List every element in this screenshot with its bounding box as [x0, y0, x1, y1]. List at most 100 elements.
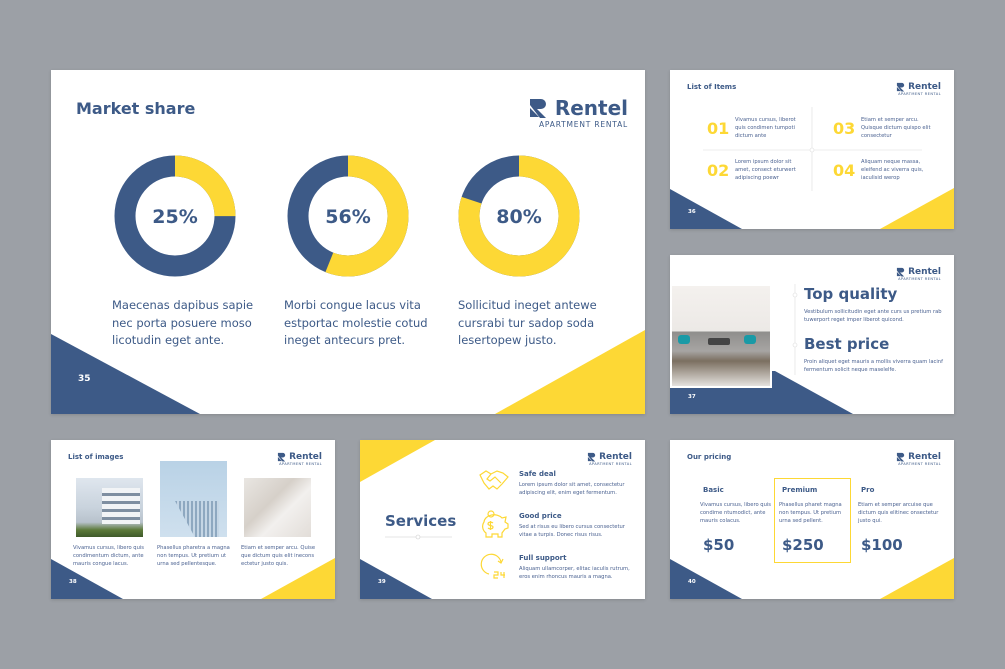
page-number: 36: [688, 209, 696, 215]
brand-logo: Rentel APARTMENT RENTAL: [587, 452, 632, 466]
item-number: 03: [833, 119, 856, 138]
donut-label: 56%: [325, 206, 370, 228]
service-heading: Safe deal: [519, 470, 556, 478]
cushion: [744, 335, 756, 344]
slide-decoration: [51, 558, 335, 599]
support-24-icon: [480, 553, 505, 579]
rentel-r-logo-icon: [529, 99, 546, 118]
building-facade: [175, 501, 219, 537]
caption-line: ineget antecurs pret.: [284, 333, 406, 347]
caption-line: licotudin eget ante.: [112, 333, 225, 347]
item-number: 04: [833, 161, 856, 180]
item-number: 02: [707, 161, 730, 180]
brand-logo: Rentel APARTMENT RENTAL: [896, 82, 941, 96]
caption-line: Maecenas dapibus sapie: [112, 298, 254, 312]
donut-chart: 80%: [458, 155, 580, 277]
brand-name: Rentel: [554, 96, 628, 120]
feature-text: Proin aliquet eget mauris a mollis viver…: [804, 359, 943, 373]
brand-logo: Rentel APARTMENT RENTAL: [277, 452, 322, 466]
item-text: Aliquam neque massa, eleifend ac viverra…: [861, 159, 924, 181]
brand-name: Rentel: [908, 82, 941, 92]
building-facade: [102, 488, 140, 524]
slide-pricing[interactable]: Our pricing Rentel APARTMENT RENTAL Basic…: [670, 440, 954, 599]
slide-decoration: [51, 330, 645, 414]
brand-logo: Rentel APARTMENT RENTAL: [896, 267, 941, 281]
building-photo-3: [244, 478, 311, 537]
plan-name: Pro: [861, 486, 875, 494]
item-number: 01: [707, 119, 730, 138]
donut-value-arc: [287, 155, 409, 277]
brand-tagline: APARTMENT RENTAL: [279, 462, 322, 466]
brand-logo: Rentel APARTMENT RENTAL: [528, 96, 628, 129]
caption-line: Sollicitud ineget antewe: [458, 298, 597, 312]
slide-market-share[interactable]: Market share Rentel APARTMENT RENTAL 25%…: [51, 70, 645, 414]
service-text: Sed at risus eu libero cursus consectetu…: [519, 524, 625, 538]
caption-line: estportac molestie cotud: [284, 315, 428, 330]
rentel-r-logo-icon: [277, 452, 286, 462]
donut-chart: 25%: [114, 155, 236, 277]
rentel-r-logo-icon: [896, 267, 905, 277]
rentel-r-logo-icon: [587, 452, 596, 462]
donut-value-arc: [458, 155, 580, 277]
caption-line: nec porta posuere moso: [112, 315, 252, 330]
service-text: Aliquam ullamcorper, elitac iaculis rutr…: [519, 566, 630, 580]
brand-tagline: APARTMENT RENTAL: [898, 462, 941, 466]
plan-name: Premium: [782, 486, 818, 494]
plan-price: $50: [703, 536, 735, 554]
plan-description: Etiam et semper arcuise que dictum quis …: [858, 502, 939, 524]
slide-title: Services: [385, 512, 457, 530]
brand-tagline: APARTMENT RENTAL: [538, 120, 628, 129]
cushion: [678, 335, 690, 344]
cushion: [708, 338, 730, 345]
plan-price: $250: [782, 536, 824, 554]
building-photo-1: [76, 478, 143, 537]
slide-list-of-images[interactable]: List of images Rentel APARTMENT RENTAL Vi…: [51, 440, 335, 599]
plan-description: Vivamus cursus, libero quis condime ntum…: [700, 502, 772, 524]
donut-caption: Maecenas dapibus sapie nec porta posuere …: [112, 297, 253, 350]
slide-title: List of images: [68, 453, 124, 461]
slide-title: List of Items: [687, 83, 737, 91]
page-number: 40: [688, 579, 696, 585]
building-photo-2: [160, 461, 227, 537]
slide-decoration: [670, 478, 954, 599]
slide-title: Market share: [76, 99, 196, 118]
brand-logo: Rentel APARTMENT RENTAL: [896, 452, 941, 466]
donut-caption: Sollicitud ineget antewe cursrabi tur sad…: [458, 297, 597, 350]
donut-label: 25%: [152, 206, 197, 228]
page-number: 39: [378, 579, 386, 585]
piggy-bank-icon: [482, 510, 509, 538]
service-heading: Good price: [519, 512, 562, 520]
image-caption: Phasellus pharetra a magna non tempus. U…: [157, 545, 230, 567]
donut-value-arc: [114, 155, 236, 277]
slide-decoration: [360, 440, 452, 599]
caption-line: Morbi congue lacus vita: [284, 298, 421, 312]
brand-name: Rentel: [289, 452, 322, 462]
feature-heading: Best price: [804, 335, 890, 353]
plan-name: Basic: [703, 486, 724, 494]
brand-name: Rentel: [908, 452, 941, 462]
caption-line: cursrabi tur sadop soda: [458, 315, 595, 330]
brand-name: Rentel: [599, 452, 632, 462]
rentel-r-logo-icon: [896, 82, 905, 92]
handshake-icon: [479, 470, 509, 490]
slide-quality[interactable]: Top quality Vestibulum sollicitudin eget …: [670, 255, 954, 414]
donut-caption: Morbi congue lacus vita estportac molesti…: [284, 297, 428, 350]
page-number: 37: [688, 394, 696, 400]
slide-list-of-items[interactable]: List of Items Rentel APARTMENT RENTAL 01 V…: [670, 70, 954, 229]
brand-tagline: APARTMENT RENTAL: [898, 92, 941, 96]
donut-chart: 56%: [287, 155, 409, 277]
item-text: Lorem ipsum dolor sit amet, consect etur…: [735, 159, 796, 181]
page-number: 38: [69, 579, 77, 585]
feature-heading: Top quality: [804, 285, 898, 303]
item-text: Vivamus cursus, liberot quis condimen tu…: [735, 117, 796, 139]
sofa-photo: [670, 284, 772, 388]
brand-name: Rentel: [908, 267, 941, 277]
rentel-r-logo-icon: [896, 452, 905, 462]
image-caption: Vivamus cursus, libero quis condimentum …: [73, 545, 145, 567]
slide-services[interactable]: Services Rentel APARTMENT RENTAL Safe dea…: [360, 440, 645, 599]
brand-tagline: APARTMENT RENTAL: [898, 277, 941, 281]
slide-title: Our pricing: [687, 453, 732, 461]
slide-decoration: [670, 107, 954, 229]
service-text: Lorem ipsum dolor sit amet, consectetur …: [519, 482, 625, 496]
page-number: 35: [78, 374, 91, 384]
